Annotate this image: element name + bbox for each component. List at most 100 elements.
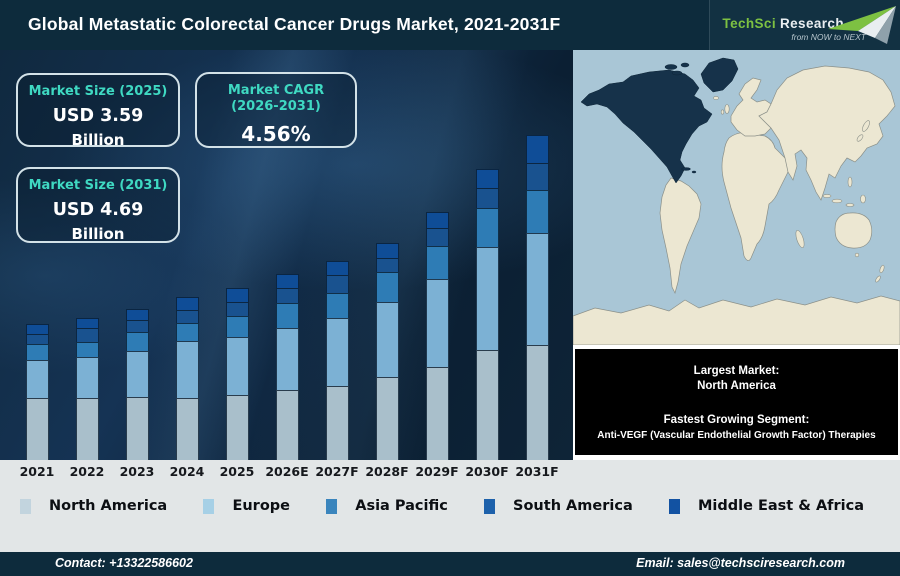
bar-segment-north-america xyxy=(25,398,49,460)
bar-segment-south-america xyxy=(525,163,549,190)
stat-label-line1: Market CAGR xyxy=(227,83,325,98)
bar-segment-asia-pacific xyxy=(275,303,299,328)
x-axis-label-2025: 2025 xyxy=(219,464,255,479)
bar-segment-europe xyxy=(75,357,99,398)
bar-segment-north-america xyxy=(225,395,249,460)
logo-wordmark: TechSci Research xyxy=(722,16,844,31)
bar-2021 xyxy=(25,324,49,460)
bar-segment-asia-pacific xyxy=(325,293,349,318)
stat-label: Market Size (2031) xyxy=(28,178,168,193)
x-axis-label-2024: 2024 xyxy=(169,464,205,479)
legend-item-north-america: North America xyxy=(20,498,167,514)
map-australia xyxy=(834,212,873,249)
map-south-america xyxy=(659,177,702,294)
bar-segment-europe xyxy=(275,328,299,390)
bar-segment-south-america xyxy=(475,188,499,208)
map-asia xyxy=(758,65,896,201)
bar-2027f xyxy=(325,261,349,460)
logo-brand-techsci: TechSci xyxy=(722,16,776,31)
bar-segment-south-america xyxy=(325,275,349,293)
bar-segment-middle-east-africa xyxy=(175,297,199,310)
info-box-spacer xyxy=(575,394,898,413)
x-axis-label-2030f: 2030F xyxy=(465,464,509,479)
bar-segment-north-america xyxy=(275,390,299,460)
stat-market-cagr: Market CAGR (2026-2031) 4.56% xyxy=(195,72,357,148)
x-axis-label-2023: 2023 xyxy=(119,464,155,479)
stat-value: USD 3.59 xyxy=(52,106,144,126)
largest-market-label: Largest Market: xyxy=(693,365,780,377)
x-axis-label-2027f: 2027F xyxy=(315,464,359,479)
bar-segment-middle-east-africa xyxy=(225,288,249,302)
legend-label: North America xyxy=(49,498,168,514)
page-title: Global Metastatic Colorectal Cancer Drug… xyxy=(28,14,561,34)
bar-segment-south-america xyxy=(225,302,249,316)
footer: Contact: +13322586602 Email: sales@techs… xyxy=(0,552,900,576)
bar-segment-south-america xyxy=(425,228,449,246)
map-europe xyxy=(730,77,772,137)
legend-label: Middle East & Africa xyxy=(697,498,864,514)
bar-segment-north-america xyxy=(375,377,399,460)
chart-panel: Market Size (2025) USD 3.59 Billion Mark… xyxy=(0,50,573,460)
bar-2022 xyxy=(75,318,99,460)
stat-label-line2: (2026-2031) xyxy=(231,99,321,114)
bar-segment-asia-pacific xyxy=(425,246,449,279)
bar-segment-north-america xyxy=(125,397,149,460)
bar-2028f xyxy=(375,243,399,460)
legend-item-asia-pacific: Asia Pacific xyxy=(326,498,448,514)
bar-segment-middle-east-africa xyxy=(275,274,299,288)
legend-swatch-asia-pacific xyxy=(326,498,338,514)
techsci-logo: TechSci Research from NOW to NEXT xyxy=(709,0,900,50)
map-panel: Largest Market: North America Fastest Gr… xyxy=(573,50,900,460)
stat-value: USD 4.69 xyxy=(52,200,144,220)
stat-market-size-2031: Market Size (2031) USD 4.69 Billion xyxy=(16,167,180,243)
world-map xyxy=(573,50,900,345)
bar-segment-middle-east-africa xyxy=(325,261,349,275)
bar-segment-asia-pacific xyxy=(125,332,149,351)
map-antarctica xyxy=(573,295,900,345)
bar-segment-asia-pacific xyxy=(25,344,49,360)
bar-segment-europe xyxy=(125,351,149,397)
x-axis-label-2031f: 2031F xyxy=(515,464,559,479)
map-north-america-highlight xyxy=(580,57,739,184)
bar-2024 xyxy=(175,297,199,460)
legend-swatch-north-america xyxy=(20,498,31,514)
bar-segment-asia-pacific xyxy=(75,342,99,357)
legend-label: Asia Pacific xyxy=(355,498,448,514)
bar-segment-south-america xyxy=(275,288,299,303)
x-axis-label-2029f: 2029F xyxy=(415,464,459,479)
stacked-bar-chart xyxy=(0,50,573,460)
bar-segment-south-america xyxy=(25,334,49,344)
map-madagascar xyxy=(795,230,805,248)
logo-brand-research: Research xyxy=(780,16,844,31)
bar-segment-south-america xyxy=(375,258,399,272)
x-axis-label-2026e: 2026E xyxy=(265,464,309,479)
bar-segment-europe xyxy=(425,279,449,367)
legend-item-south-america: South America xyxy=(484,498,633,514)
footer-email: Email: sales@techsciresearch.com xyxy=(636,556,845,570)
fastest-segment-value: Anti-VEGF (Vascular Endothelial Growth F… xyxy=(597,430,876,441)
bar-segment-asia-pacific xyxy=(175,323,199,341)
bar-segment-europe xyxy=(325,318,349,386)
bar-segment-middle-east-africa xyxy=(75,318,99,328)
bar-segment-europe xyxy=(525,233,549,345)
bar-segment-north-america xyxy=(75,398,99,460)
x-axis-label-2022: 2022 xyxy=(69,464,105,479)
bar-2026e xyxy=(275,274,299,460)
legend-item-europe: Europe xyxy=(203,498,290,514)
fastest-segment-label: Fastest Growing Segment: xyxy=(663,414,810,426)
x-axis-label-2028f: 2028F xyxy=(365,464,409,479)
market-info-box: Largest Market: North America Fastest Gr… xyxy=(573,347,900,457)
bar-segment-north-america xyxy=(425,367,449,460)
legend-swatch-south-america xyxy=(484,498,496,514)
bar-segment-asia-pacific xyxy=(525,190,549,233)
bar-segment-europe xyxy=(375,302,399,377)
chart-legend: North America Europe Asia Pacific South Ame… xyxy=(0,498,900,514)
bar-segment-north-america xyxy=(325,386,349,460)
bar-segment-europe xyxy=(475,247,499,350)
bar-segment-middle-east-africa xyxy=(25,324,49,334)
stat-market-size-2025: Market Size (2025) USD 3.59 Billion xyxy=(16,73,180,149)
bar-segment-north-america xyxy=(525,345,549,460)
logo-tagline: from NOW to NEXT xyxy=(791,32,866,42)
bar-segment-north-america xyxy=(175,398,199,460)
